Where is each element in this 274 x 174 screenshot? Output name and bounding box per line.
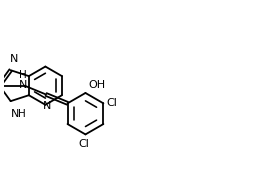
Text: Cl: Cl [106, 98, 117, 108]
Text: OH: OH [89, 80, 106, 90]
Text: Cl: Cl [79, 139, 90, 149]
Text: N: N [10, 109, 19, 118]
Text: N: N [43, 101, 51, 111]
Text: H: H [19, 70, 27, 80]
Text: H: H [18, 109, 26, 118]
Text: N: N [10, 54, 18, 64]
Text: N: N [19, 80, 27, 90]
